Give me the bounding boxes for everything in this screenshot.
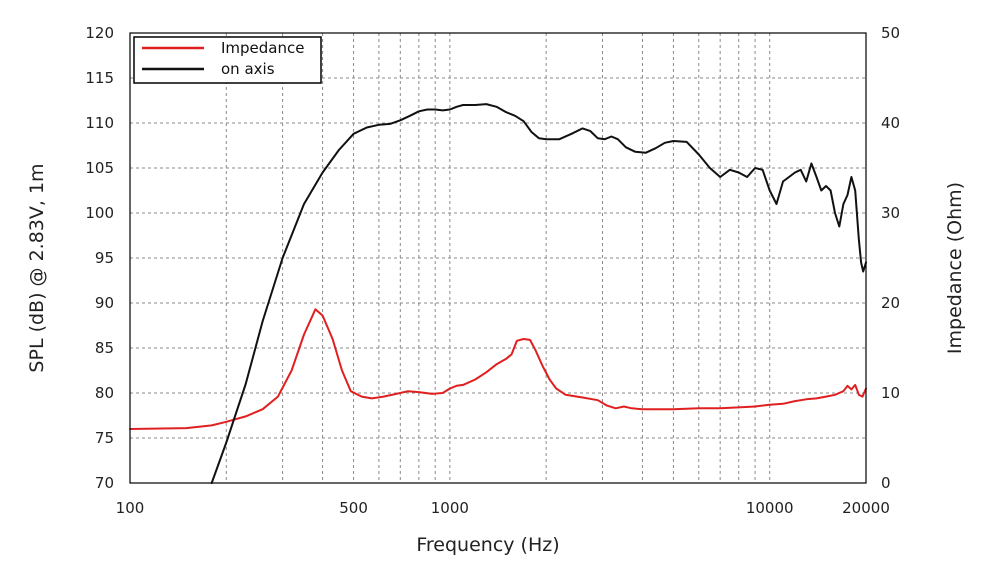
y-right-axis-title: Impedance (Ohm) <box>944 182 966 354</box>
series-layer <box>129 103 867 484</box>
y-left-tick-label: 120 <box>85 24 114 42</box>
y-left-tick-label: 95 <box>95 249 114 267</box>
legend: Impedance on axis <box>133 36 322 84</box>
y-left-tick-label: 80 <box>95 384 114 402</box>
y-right-axis-ticks: 0 10 20 30 40 50 <box>881 24 900 492</box>
legend-box <box>133 36 322 84</box>
x-axis-title: Frequency (Hz) <box>416 534 559 556</box>
series-line-on-axis <box>210 103 867 484</box>
y-left-tick-label: 75 <box>95 429 114 447</box>
y-left-tick-label: 110 <box>85 114 114 132</box>
y-left-tick-label: 85 <box>95 339 114 357</box>
x-tick-label: 100 <box>116 499 145 517</box>
y-right-tick-label: 50 <box>881 24 900 42</box>
y-left-tick-label: 70 <box>95 474 114 492</box>
y-left-axis-ticks: 70 75 80 85 90 95 100 105 110 115 120 <box>85 24 114 492</box>
x-tick-label: 10000 <box>746 499 794 517</box>
x-tick-label: 1000 <box>431 499 469 517</box>
y-right-tick-label: 10 <box>881 384 900 402</box>
plot-frame <box>129 32 867 484</box>
y-left-tick-label: 100 <box>85 204 114 222</box>
y-left-tick-label: 115 <box>85 69 114 87</box>
legend-label-impedance: Impedance <box>221 39 304 57</box>
y-right-tick-label: 30 <box>881 204 900 222</box>
y-right-tick-label: 40 <box>881 114 900 132</box>
y-left-tick-label: 105 <box>85 159 114 177</box>
x-tick-label: 500 <box>339 499 368 517</box>
legend-label-on-axis: on axis <box>221 60 275 78</box>
y-right-tick-label: 0 <box>881 474 891 492</box>
y-left-axis-title: SPL (dB) @ 2.83V, 1m <box>26 163 48 372</box>
x-axis-ticks: 100 500 1000 10000 20000 <box>116 499 890 517</box>
y-right-tick-label: 20 <box>881 294 900 312</box>
y-left-tick-label: 90 <box>95 294 114 312</box>
series-line-impedance <box>129 308 867 430</box>
x-tick-label: 20000 <box>842 499 890 517</box>
